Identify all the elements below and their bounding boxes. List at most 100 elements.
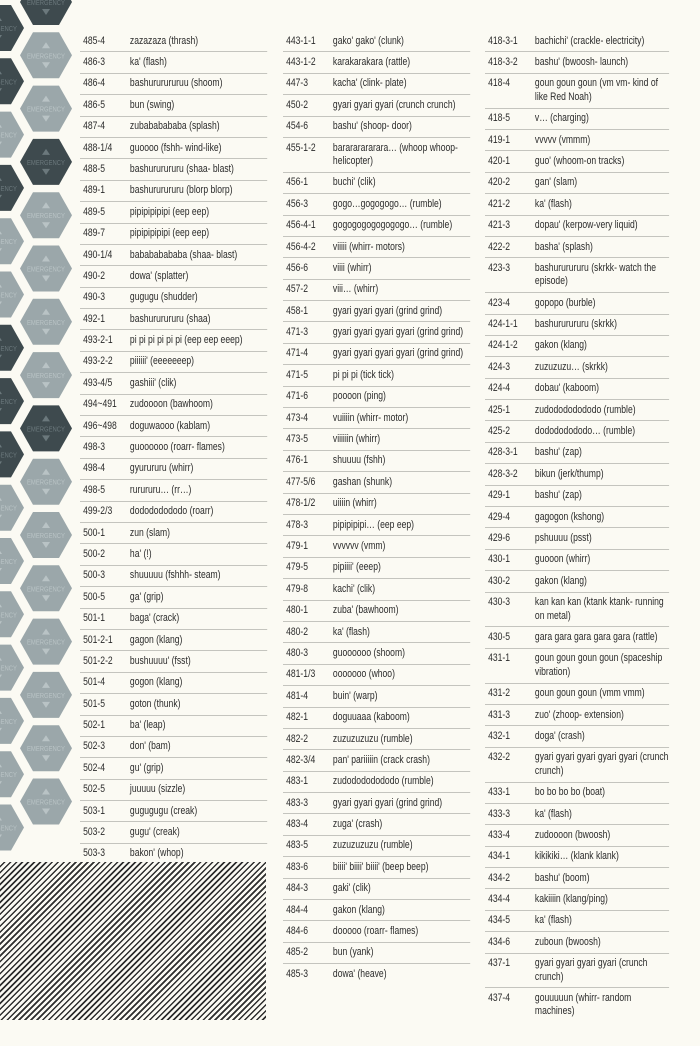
glossary-entry: 490-1/4 babababababa (shaa- blast)	[80, 245, 268, 267]
entry-code: 490-2	[83, 269, 106, 282]
entry-sound-effect: ka' (flash)	[534, 197, 572, 210]
glossary-entry: 425-1 zudodododododo (rumble)	[485, 400, 670, 422]
glossary-entry: 432-1 doga' (crash)	[485, 726, 670, 748]
glossary-entry: 455-1-2 barararararara… (whoop whoop- hel…	[283, 138, 471, 173]
glossary-entry: 502-1 ba' (leap)	[80, 716, 268, 737]
entry-sound-effect: guoooooo (roarr- flames)	[129, 441, 225, 454]
entry-sound-effect: pipipipipipi (eep eep)	[129, 227, 210, 240]
hex-label: EMERGENCY	[0, 612, 17, 619]
glossary-entry: 501-4 gogon (klang)	[80, 673, 268, 695]
entry-code: 456-4-1	[286, 219, 316, 232]
entry-code: 502-3	[83, 740, 106, 753]
glossary-entry: 493-2-2 piiiiii' (eeeeeeep)	[80, 352, 268, 374]
entry-sound-effect: gaki' (clik)	[332, 882, 371, 895]
down-arrow-icon	[0, 461, 2, 465]
entry-code: 424-1-1	[488, 318, 518, 331]
entry-code: 479-1	[286, 539, 309, 552]
glossary-entry: 429-1 bashu' (zap)	[485, 486, 670, 508]
glossary-entry: 498-3 guoooooo (roarr- flames)	[80, 437, 268, 459]
emergency-hexagon: EMERGENCY	[0, 538, 24, 584]
entry-sound-effect: goun goun goun goun (spaceship vibration…	[534, 652, 663, 678]
down-arrow-icon	[0, 781, 2, 785]
hex-label: EMERGENCY	[27, 107, 65, 114]
down-arrow-icon	[42, 701, 50, 708]
down-arrow-icon	[0, 727, 2, 731]
glossary-entry: 430-1 guooon (whirr)	[485, 550, 670, 572]
entry-sound-effect: bakon' (whop)	[129, 847, 184, 860]
entry-sound-effect: zazazaza (thrash)	[129, 34, 199, 47]
glossary-entry: 489-5 pipipipipipi (eep eep)	[80, 202, 268, 224]
entry-code: 501-4	[83, 676, 106, 689]
glossary-entry: 434-4 kakiiiin (klang/ping)	[485, 889, 670, 911]
hex-label: EMERGENCY	[0, 186, 17, 193]
entry-sound-effect: gakon (klang)	[534, 574, 587, 587]
entry-code: 503-3	[83, 847, 106, 860]
entry-sound-effect: juuuuu (sizzle)	[129, 783, 186, 796]
up-arrow-icon	[42, 735, 50, 742]
entry-code: 488-5	[83, 162, 106, 175]
down-arrow-icon	[42, 542, 50, 548]
entry-sound-effect: don' (bam)	[129, 740, 171, 753]
entry-sound-effect: gakon (klang)	[534, 339, 587, 352]
entry-code: 502-4	[83, 761, 106, 774]
entry-sound-effect: bikun (jerk/thump)	[534, 467, 604, 480]
down-arrow-icon	[42, 62, 50, 69]
entry-sound-effect: karakarakara (rattle)	[332, 55, 411, 68]
entry-sound-effect: pipipipipi… (eep eep)	[332, 518, 415, 531]
hex-label: EMERGENCY	[0, 293, 17, 300]
entry-sound-effect: gakon (klang)	[332, 903, 385, 916]
entry-code: 431-3	[488, 708, 511, 721]
glossary-entry: 479-5 pipiiii' (eeep)	[283, 558, 471, 580]
entry-code: 431-1	[488, 652, 511, 665]
glossary-entry: 456-6 viiii (whirr)	[283, 258, 471, 280]
glossary-entry: 437-1 gyari gyari gyari gyari (crunch cru…	[485, 954, 670, 989]
glossary-entry: 479-8 kachi' (clik)	[283, 579, 471, 601]
entry-sound-effect: zubababababa (splash)	[129, 120, 220, 133]
up-arrow-icon	[0, 710, 2, 714]
entry-code: 483-5	[286, 839, 309, 852]
emergency-hexagon: EMERGENCY	[0, 111, 24, 158]
glossary-entry: 456-4-1 gogogogogogogogo… (rumble)	[283, 216, 471, 237]
emergency-hexagon: EMERGENCY	[0, 804, 24, 851]
entry-code: 473-5	[286, 433, 309, 446]
entry-sound-effect: vuiiiin (whirr- motor)	[332, 411, 409, 424]
emergency-hexagon: EMERGENCY	[0, 218, 24, 265]
entry-code: 486-4	[83, 77, 106, 90]
entry-sound-effect: ka' (flash)	[332, 625, 370, 638]
glossary-entry: 502-5 juuuuu (sizzle)	[80, 780, 268, 802]
entry-code: 483-1	[286, 775, 309, 788]
up-arrow-icon	[42, 148, 50, 155]
up-arrow-icon	[0, 657, 2, 661]
glossary-entry: 500-1 zun (slam)	[80, 523, 268, 545]
glossary-entry: 502-4 gu' (grip)	[80, 758, 268, 780]
glossary-entry: 501-5 goton (thunk)	[80, 694, 268, 716]
up-arrow-icon	[0, 337, 2, 341]
glossary-entry: 500-2 ha' (!)	[80, 544, 268, 566]
entry-sound-effect: bashururururu (shaa- blast)	[129, 162, 234, 175]
up-arrow-icon	[42, 42, 50, 49]
entry-sound-effect: goun goun goun (vmm vmm)	[534, 687, 645, 700]
entry-sound-effect: zudoooon (bwoosh)	[534, 828, 611, 841]
hex-label: EMERGENCY	[0, 506, 17, 513]
emergency-hexagon: EMERGENCY	[20, 725, 72, 772]
entry-sound-effect: shuuuu (fshh)	[332, 454, 386, 467]
glossary-column-2: 443-1-1 gako' gako' (clunk) 443-1-2 karakar…	[283, 31, 471, 985]
entry-sound-effect: gyari gyari gyari gyari (grind grind)	[332, 326, 464, 339]
down-arrow-icon	[0, 88, 2, 92]
entry-sound-effect: gyari gyari gyari gyari (grind grind)	[332, 347, 464, 360]
entry-sound-effect: dopau' (kerpow-very liquid)	[534, 219, 638, 232]
entry-code: 434-5	[488, 914, 511, 927]
entry-sound-effect: bashu' (zap)	[534, 446, 582, 459]
glossary-entry: 502-3 don' (bam)	[80, 737, 268, 759]
entry-sound-effect: bashururururu (blorp blorp)	[129, 184, 233, 197]
entry-sound-effect: guooon (whirr)	[534, 553, 591, 566]
glossary-entry: 490-3 gugugu (shudder)	[80, 288, 268, 310]
entry-code: 429-1	[488, 489, 511, 502]
entry-code: 485-2	[286, 946, 309, 959]
glossary-entry: 431-1 goun goun goun goun (spaceship vibr…	[485, 649, 670, 684]
entry-code: 493-2-2	[83, 355, 113, 368]
hex-label: EMERGENCY	[27, 586, 65, 593]
glossary-entry: 484-3 gaki' (clik)	[283, 879, 471, 901]
glossary-entry: 418-3-2 bashu' (bwoosh- launch)	[485, 52, 670, 74]
hex-label: EMERGENCY	[0, 719, 17, 726]
